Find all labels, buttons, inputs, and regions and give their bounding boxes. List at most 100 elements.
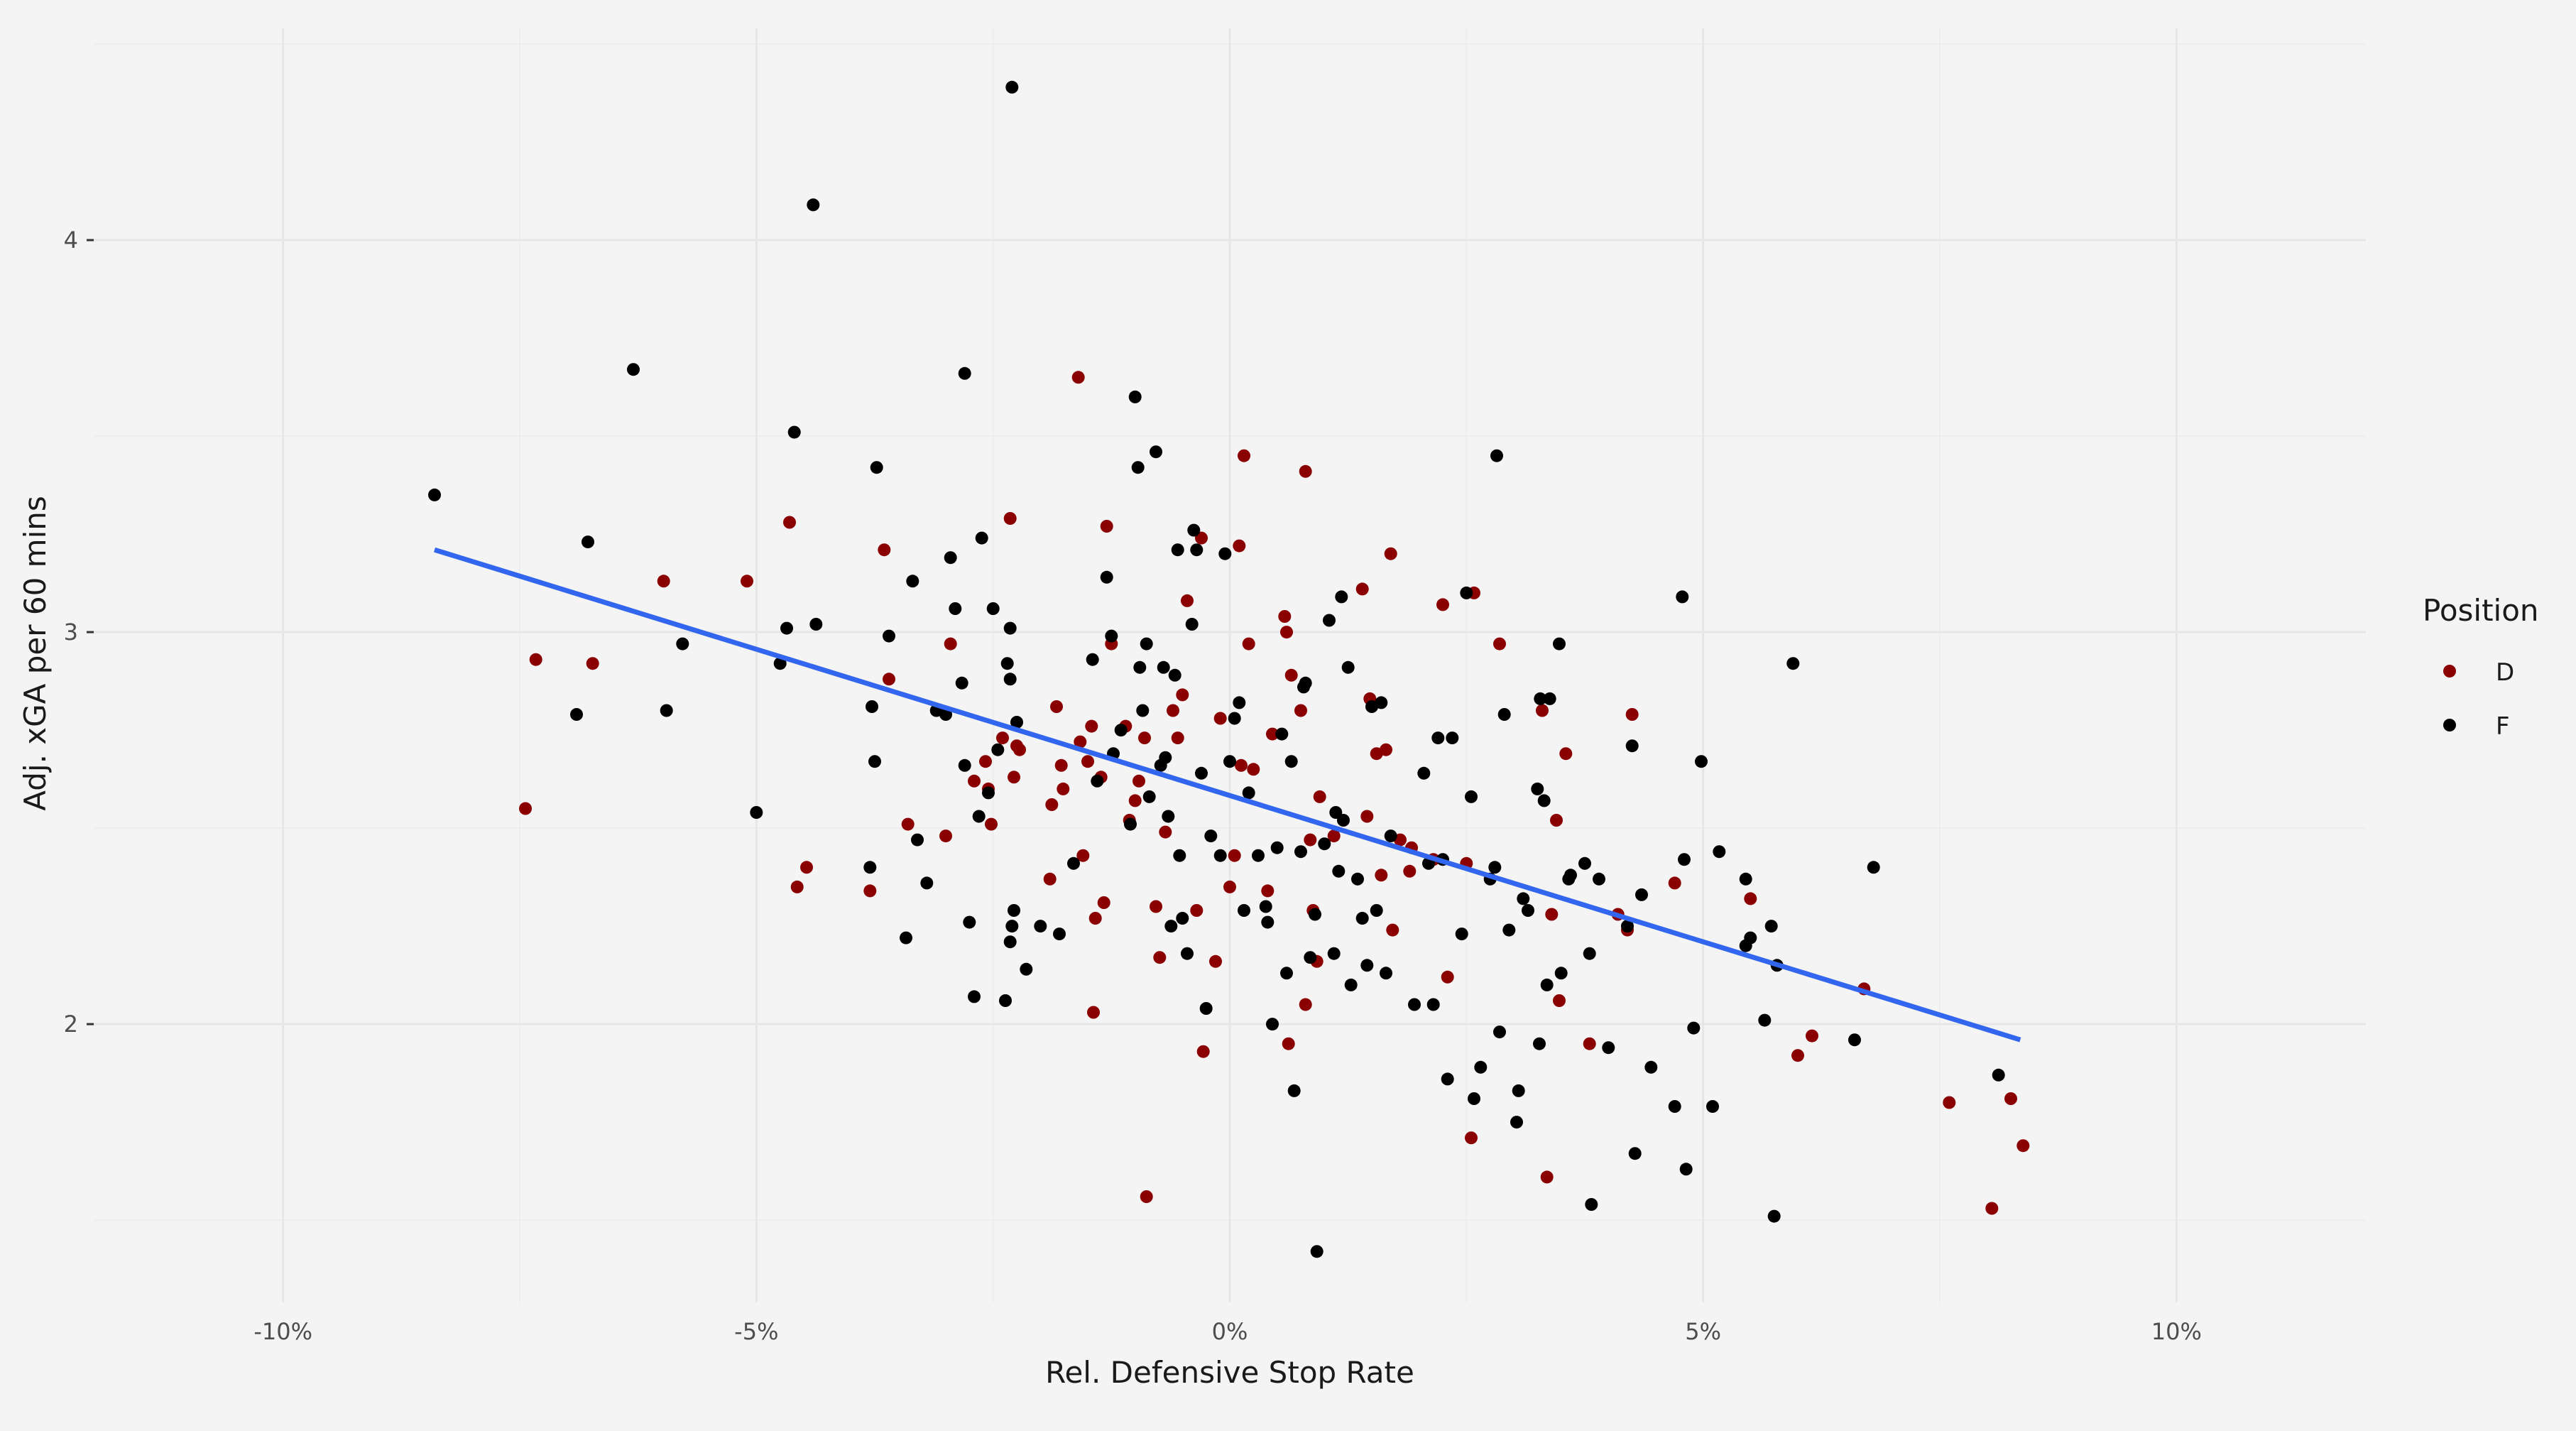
data-point-f <box>944 551 957 565</box>
data-point-f <box>1426 998 1440 1011</box>
data-point-f <box>1992 1068 2005 1082</box>
data-point-f <box>949 602 962 615</box>
data-point-f <box>968 990 981 1003</box>
data-point-f <box>955 676 968 690</box>
data-point-f <box>1531 782 1544 795</box>
data-point-f <box>1474 1060 1488 1074</box>
data-point-f <box>1706 1100 1719 1113</box>
data-point-f <box>1181 947 1194 960</box>
data-point-f <box>1131 461 1145 474</box>
data-point-d <box>1097 896 1110 909</box>
data-point-f <box>1490 449 1503 462</box>
data-point-f <box>1010 716 1023 729</box>
data-point-d <box>1176 688 1189 702</box>
data-point-f <box>1344 978 1358 991</box>
data-point-d <box>1553 994 1566 1007</box>
data-point-f <box>1713 845 1726 859</box>
data-point-f <box>991 743 1005 756</box>
data-point-f <box>863 861 877 874</box>
data-point-f <box>1676 590 1689 604</box>
trend-line <box>433 547 2021 1043</box>
data-point-d <box>1493 637 1506 651</box>
data-point-d <box>1280 626 1293 639</box>
data-point-d <box>1057 782 1070 795</box>
data-point-f <box>1287 1084 1301 1097</box>
data-point-f <box>1195 766 1208 780</box>
data-point-d <box>1791 1049 1804 1062</box>
data-point-f <box>1005 80 1019 94</box>
data-point-f <box>1408 998 1421 1011</box>
data-point-f <box>1585 1198 1598 1211</box>
data-point-f <box>1543 692 1556 705</box>
data-point-f <box>787 425 801 439</box>
data-point-f <box>660 704 673 717</box>
data-point-d <box>1266 727 1279 741</box>
data-point-d <box>1355 582 1369 596</box>
data-point-d <box>790 880 804 893</box>
data-point-d <box>800 861 813 874</box>
data-point-d <box>1247 763 1260 776</box>
data-point-d <box>1380 743 1392 756</box>
y-tick-label: 2 <box>64 1011 78 1038</box>
data-point-f <box>1867 861 1880 874</box>
x-axis-title: Rel. Defensive Stop Rate <box>1045 1355 1414 1390</box>
data-point-d <box>979 755 992 768</box>
data-point-d <box>1744 892 1757 905</box>
data-point-d <box>1943 1096 1956 1109</box>
data-point-d <box>1583 1037 1596 1050</box>
data-point-f <box>780 621 793 635</box>
data-point-d <box>1233 539 1246 553</box>
data-point-f <box>1086 653 1099 666</box>
data-point-f <box>1635 888 1648 901</box>
data-point-f <box>1142 790 1156 803</box>
data-point-d <box>657 575 670 588</box>
data-point-f <box>1522 904 1534 917</box>
data-point-f <box>1488 861 1502 874</box>
data-point-f <box>1242 786 1255 800</box>
data-point-d <box>1441 970 1454 984</box>
data-point-f <box>1417 766 1431 780</box>
data-point-f <box>1228 712 1241 725</box>
data-point-f <box>1280 967 1293 980</box>
data-point-f <box>1323 614 1336 627</box>
data-point-f <box>1687 1021 1701 1035</box>
data-point-f <box>982 786 995 800</box>
data-point-f <box>1294 845 1307 859</box>
legend-label-d: D <box>2496 658 2514 687</box>
data-point-f <box>1259 900 1272 913</box>
data-point-f <box>1553 637 1566 651</box>
data-point-f <box>1190 543 1204 557</box>
data-point-f <box>1384 829 1397 843</box>
data-point-f <box>1299 676 1312 690</box>
data-point-f <box>1337 814 1350 827</box>
data-point-f <box>1266 1018 1279 1031</box>
data-point-f <box>1233 696 1246 709</box>
data-point-f <box>1540 978 1554 991</box>
data-point-f <box>1621 920 1634 933</box>
data-point-f <box>1510 1116 1523 1129</box>
data-point-f <box>1625 739 1639 753</box>
data-point-f <box>1758 1013 1772 1027</box>
data-point-d <box>1375 869 1388 882</box>
data-point-f <box>1502 923 1516 937</box>
data-point-f <box>1238 904 1250 917</box>
y-tick-label: 4 <box>64 227 78 254</box>
data-point-f <box>1284 755 1298 768</box>
data-point-f <box>1124 817 1137 831</box>
data-point-f <box>866 700 878 713</box>
data-point-f <box>1767 1209 1781 1223</box>
data-point-f <box>1173 849 1186 862</box>
data-point-d <box>1171 731 1184 745</box>
data-point-f <box>1000 657 1014 670</box>
data-point-d <box>1299 998 1312 1011</box>
data-point-f <box>1261 915 1275 929</box>
data-point-d <box>1536 704 1549 717</box>
data-point-d <box>1545 908 1559 921</box>
data-point-f <box>1431 731 1445 745</box>
data-point-f <box>1114 724 1128 737</box>
data-point-f <box>1213 849 1227 862</box>
data-point-f <box>1446 731 1459 745</box>
legend: Position D F <box>2423 593 2539 741</box>
data-point-f <box>1468 1092 1480 1105</box>
